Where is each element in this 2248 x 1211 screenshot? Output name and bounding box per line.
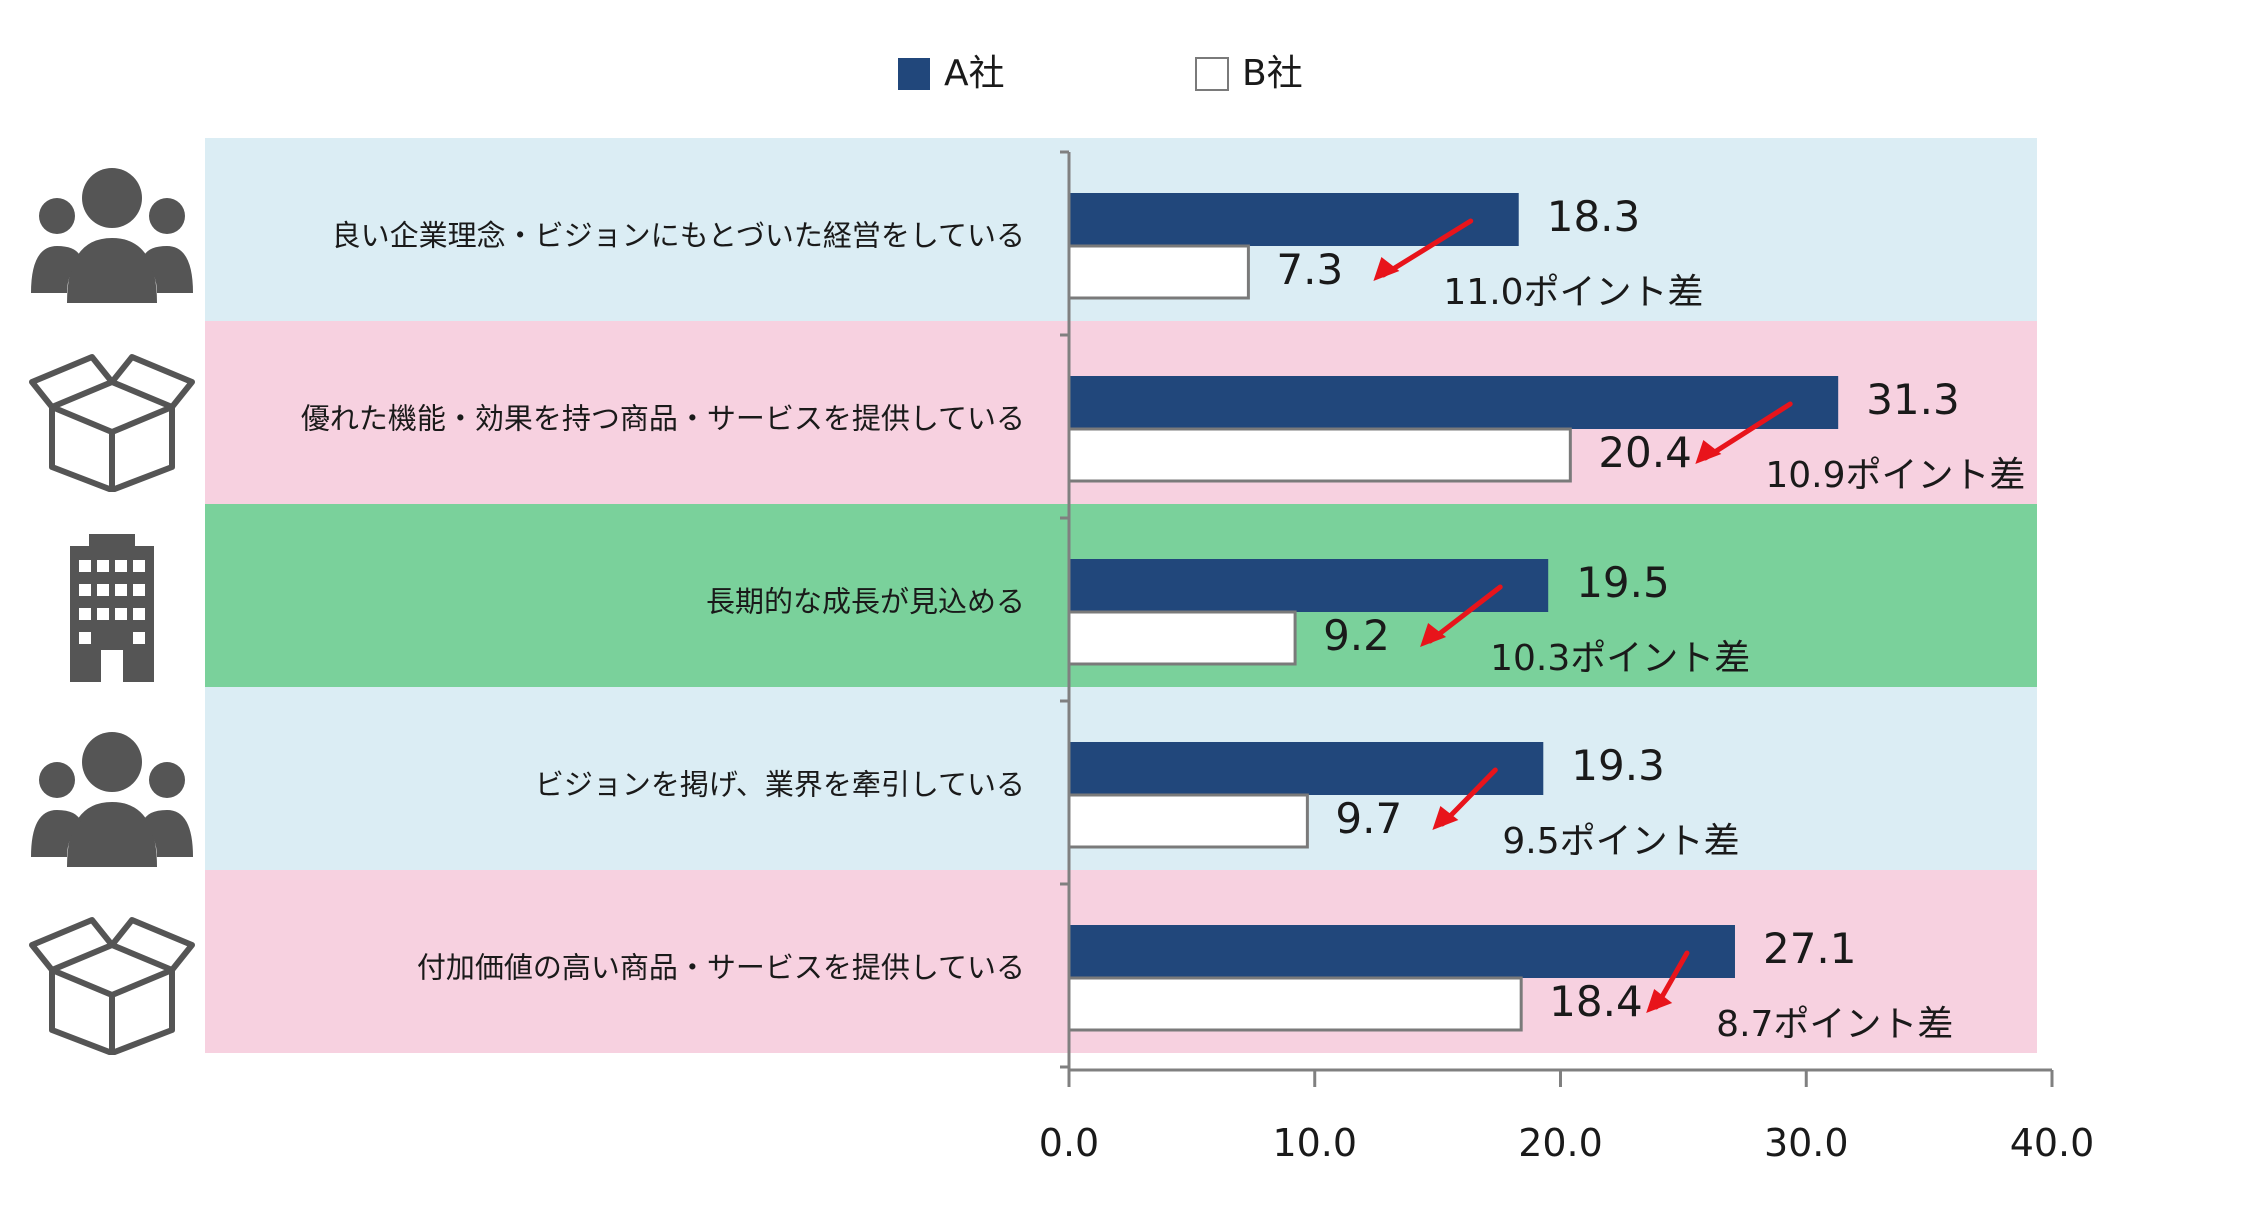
tick-label: 0.0 xyxy=(1039,1121,1099,1165)
office-building-icon xyxy=(27,532,197,682)
category-labels: 良い企業理念・ビジョンにもとづいた経営をしている優れた機能・効果を持つ商品・サー… xyxy=(301,219,1025,985)
difference-arrowhead xyxy=(1646,989,1673,1013)
category-label: 長期的な成長が見込める xyxy=(706,585,1025,619)
bar-a xyxy=(1069,559,1549,612)
legend-label-a: A社 xyxy=(944,53,1005,94)
data-label-a: 19.5 xyxy=(1576,558,1670,607)
legend-swatch-a xyxy=(898,58,930,90)
bar-b xyxy=(1067,427,1572,483)
difference-annotation: 8.7ポイント差 xyxy=(1716,1004,1953,1045)
difference-arrow xyxy=(1380,218,1474,278)
tick-label: 10.0 xyxy=(1272,1121,1357,1165)
legend-label-b: B社 xyxy=(1242,53,1303,94)
tick-label: 30.0 xyxy=(1764,1121,1849,1165)
bar-b xyxy=(1067,976,1523,1032)
bar-a xyxy=(1069,742,1544,795)
axes: 0.0 10.0 20.0 30.0 40.0 xyxy=(1039,150,2095,1165)
bar-a xyxy=(1069,925,1735,978)
data-label-b: 7.3 xyxy=(1276,245,1343,294)
category-label: 優れた機能・効果を持つ商品・サービスを提供している xyxy=(301,402,1025,436)
difference-arrow xyxy=(1427,584,1503,644)
open-box-icon xyxy=(27,905,197,1056)
open-box-icon xyxy=(27,342,197,493)
difference-annotation: 10.9ポイント差 xyxy=(1765,455,2025,496)
category-label: ビジョンを掲げ、業界を牽引している xyxy=(535,768,1025,802)
legend: A社 B社 xyxy=(898,53,1303,94)
difference-arrow xyxy=(1702,401,1793,461)
legend-swatch-b xyxy=(1195,57,1229,91)
data-label-b: 18.4 xyxy=(1549,977,1643,1026)
data-label-a: 27.1 xyxy=(1763,924,1857,973)
category-label: 付加価値の高い商品・サービスを提供している xyxy=(417,951,1025,985)
bar-b xyxy=(1067,793,1309,849)
difference-annotation: 10.3ポイント差 xyxy=(1490,638,1750,679)
difference-annotation: 9.5ポイント差 xyxy=(1502,821,1739,862)
data-label-a: 31.3 xyxy=(1866,375,1960,424)
bar-a xyxy=(1069,193,1519,246)
data-label-b: 9.7 xyxy=(1335,794,1402,843)
difference-arrowhead xyxy=(1695,440,1722,464)
difference-arrowhead xyxy=(1432,806,1459,830)
bar-a xyxy=(1069,376,1839,429)
data-label-a: 19.3 xyxy=(1571,741,1665,790)
bar-b xyxy=(1067,244,1250,300)
data-labels: 18.3 7.3 11.0ポイント差 31.3 20.4 10.9ポイント差 19.5 9.2… xyxy=(1276,192,2025,1045)
difference-arrowhead xyxy=(1420,623,1447,647)
difference-arrowhead xyxy=(1373,257,1400,281)
people-group-icon xyxy=(27,722,197,872)
difference-annotation: 11.0ポイント差 xyxy=(1443,272,1703,313)
data-label-b: 9.2 xyxy=(1323,611,1390,660)
difference-arrows xyxy=(1373,218,1793,1013)
tick-label: 40.0 xyxy=(2010,1121,2095,1165)
tick-label: 20.0 xyxy=(1518,1121,1603,1165)
bars xyxy=(1067,193,1839,1032)
people-group-icon xyxy=(27,158,197,308)
bar-b xyxy=(1067,610,1297,666)
category-label: 良い企業理念・ビジョンにもとづいた経営をしている xyxy=(332,219,1025,253)
data-label-b: 20.4 xyxy=(1598,428,1692,477)
data-label-a: 18.3 xyxy=(1547,192,1641,241)
